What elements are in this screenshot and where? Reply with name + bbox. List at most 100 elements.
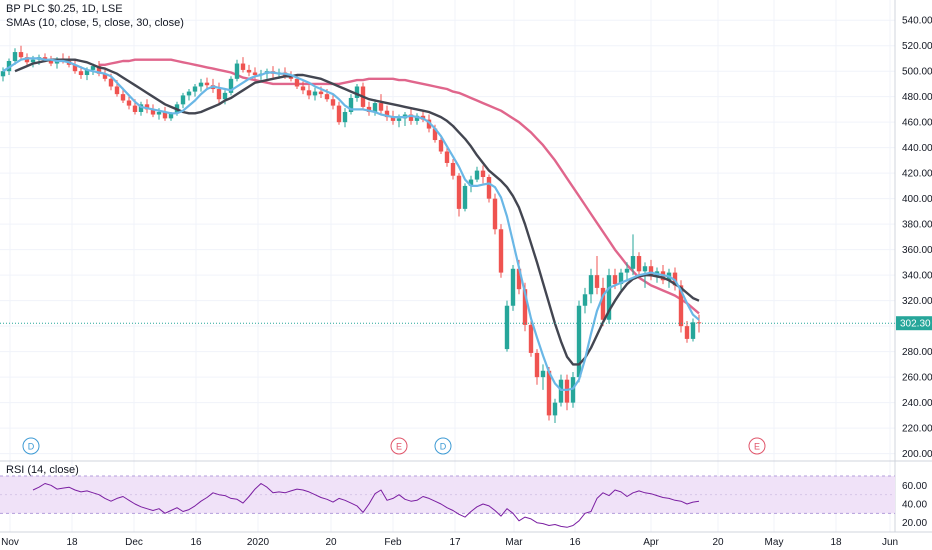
price-tick-label: 520.00: [902, 41, 932, 52]
candle: [510, 264, 516, 311]
candle: [588, 268, 594, 304]
candle: [504, 300, 510, 352]
price-tick-label: 360.00: [902, 245, 932, 256]
candle: [468, 175, 474, 193]
candle: [234, 59, 240, 82]
candle-body: [336, 105, 342, 123]
candle-body: [510, 268, 516, 306]
candle: [474, 166, 480, 183]
candle-body: [492, 198, 498, 230]
sma5-line: [2, 57, 700, 391]
candle-body: [18, 52, 24, 58]
candle-body: [216, 89, 222, 100]
price-tick-label: 260.00: [902, 373, 932, 384]
candle-body: [630, 256, 636, 269]
candle-body: [288, 76, 294, 79]
candle-body: [318, 91, 324, 95]
rsi-axis[interactable]: 60.00 40.00 20.00: [902, 481, 927, 529]
candle: [150, 104, 156, 118]
candle-body: [354, 86, 360, 98]
rsi-indicator-label: RSI (14, close): [6, 464, 79, 476]
event-letter: E: [396, 442, 402, 452]
candle-body: [534, 352, 540, 378]
candle: [240, 57, 246, 73]
candle-body: [0, 71, 6, 77]
sma-indicator-label: SMAs (10, close, 5, close, 30, close): [6, 17, 184, 29]
price-axis[interactable]: 540.00 520.00 500.00 480.00 460.00 440.00 420.…: [896, 16, 932, 460]
candle: [348, 94, 354, 115]
candle-body: [192, 86, 198, 92]
candle: [624, 262, 630, 282]
sma30-line: [99, 58, 700, 315]
price-tick-label: 380.00: [902, 220, 932, 231]
candle: [246, 64, 252, 77]
sma10-path: [14, 58, 700, 366]
candle: [564, 374, 570, 411]
candle: [96, 60, 102, 77]
candle-body: [384, 110, 390, 118]
candle: [192, 83, 198, 97]
candle: [126, 95, 132, 110]
candle-body: [90, 66, 96, 70]
price-tick-label: 540.00: [902, 16, 932, 27]
event-circle: [22, 437, 40, 455]
candle-body: [468, 179, 474, 186]
price-tick-label: 320.00: [902, 296, 932, 307]
candle-body: [570, 377, 576, 403]
candle-body: [156, 111, 162, 115]
candle: [306, 85, 312, 100]
rsi-tick-label: 40.00: [902, 500, 927, 511]
candle: [312, 87, 318, 101]
candle: [480, 165, 486, 184]
candle: [384, 105, 390, 121]
candle-body: [426, 119, 432, 129]
candlesticks[interactable]: [0, 45, 702, 424]
sma10-line: [14, 58, 700, 366]
candle-body: [576, 305, 582, 378]
candle-body: [582, 294, 588, 306]
candle-body: [504, 305, 510, 350]
candle: [102, 68, 108, 82]
candle-body: [498, 229, 504, 273]
candle-body: [300, 86, 306, 91]
candle-body: [378, 103, 384, 111]
candle: [330, 94, 336, 110]
candle: [684, 321, 690, 343]
candle: [366, 101, 372, 116]
candle-body: [204, 82, 210, 86]
time-axis[interactable]: Nov 18 Dec 16 2020 20 Feb 17 Mar 16 Apr 20 May 18 Jun: [1, 537, 898, 548]
candle: [582, 287, 588, 314]
price-tick-label: 460.00: [902, 118, 932, 129]
candle-body: [138, 104, 144, 112]
candle-body: [414, 115, 420, 121]
candle: [630, 234, 636, 276]
candle-body: [342, 111, 348, 123]
candle-body: [636, 256, 642, 272]
candle: [228, 76, 234, 96]
candle-body: [72, 64, 78, 72]
candle-body: [24, 57, 30, 63]
candle-body: [180, 95, 186, 105]
candle: [636, 252, 642, 276]
time-tick-label: Mar: [505, 537, 523, 548]
candle: [462, 183, 468, 212]
sma30-path: [99, 58, 700, 315]
time-tick-label: 16: [190, 537, 202, 548]
candle: [570, 372, 576, 408]
candle: [216, 82, 222, 105]
candle-body: [234, 63, 240, 79]
time-tick-label: Feb: [384, 537, 402, 548]
candle: [408, 109, 414, 125]
candle-body: [330, 99, 336, 106]
candle: [546, 366, 552, 421]
candle-body: [642, 266, 648, 272]
candle: [138, 101, 144, 116]
price-tick-label: 480.00: [902, 92, 932, 103]
candle: [414, 113, 420, 125]
candle: [18, 45, 24, 60]
candle-body: [324, 94, 330, 100]
candle-body: [96, 66, 102, 74]
candle-body: [144, 104, 150, 110]
